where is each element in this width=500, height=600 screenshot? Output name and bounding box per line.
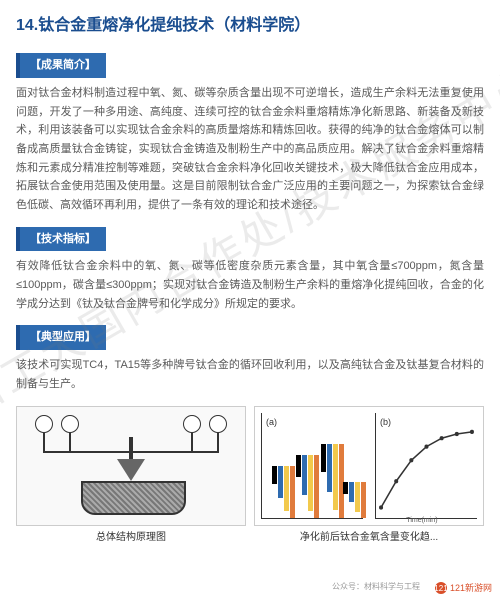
figures-row: 总体结构原理图 (a) (b) Time(min) 净化前后钛合金氧含量变化趋.…: [16, 406, 484, 546]
bar: [361, 482, 366, 518]
charts-panel: (a) (b) Time(min): [254, 406, 484, 526]
bar: [314, 455, 319, 518]
schematic-figure: 总体结构原理图: [16, 406, 246, 546]
bar: [302, 455, 307, 495]
charts-figure: (a) (b) Time(min) 净化前后钛合金氧含量变化趋...: [254, 406, 484, 546]
bar: [327, 444, 332, 492]
section-intro-body: 面对钛合金材料制造过程中氧、氮、碳等杂质含量出现不可逆增长，造成生产余料无法重复…: [16, 84, 484, 215]
bar: [272, 466, 277, 484]
bar: [349, 482, 354, 502]
charts-caption: 净化前后钛合金氧含量变化趋...: [300, 529, 438, 546]
bar: [284, 466, 289, 511]
bar-chart: (a): [261, 413, 363, 519]
footer-brand-text: 121新游网: [450, 581, 492, 596]
bar: [290, 466, 295, 518]
section-intro-header: 【成果简介】: [16, 53, 106, 78]
bar: [355, 482, 360, 512]
bar: [343, 482, 348, 494]
bar: [296, 455, 301, 477]
schematic-caption: 总体结构原理图: [96, 529, 166, 546]
bar: [333, 444, 338, 510]
bar: [308, 455, 313, 511]
bar: [321, 444, 326, 472]
line-chart: (b) Time(min): [375, 413, 477, 519]
footer-wechat: 公众号：材料科学与工程: [332, 580, 420, 594]
brand-icon: 121: [435, 582, 447, 594]
section-apps-header: 【典型应用】: [16, 325, 106, 350]
line-chart-label: (b): [380, 415, 391, 430]
page-title: 14.钛合金重熔净化提纯技术（材料学院）: [16, 12, 484, 39]
bar-chart-label: (a): [266, 415, 277, 430]
section-specs-body: 有效降低钛合金余料中的氧、氮、碳等低密度杂质元素含量，其中氧含量≤700ppm，…: [16, 257, 484, 313]
footer-brand: 121 121新游网: [435, 581, 492, 596]
schematic-diagram: [16, 406, 246, 526]
section-specs-header: 【技术指标】: [16, 227, 106, 252]
section-apps-body: 该技术可实现TC4，TA15等多种牌号钛合金的循环回收利用，以及高纯钛合金及钛基…: [16, 356, 484, 393]
line-x-label: Time(min): [406, 515, 437, 527]
bar: [278, 466, 283, 498]
